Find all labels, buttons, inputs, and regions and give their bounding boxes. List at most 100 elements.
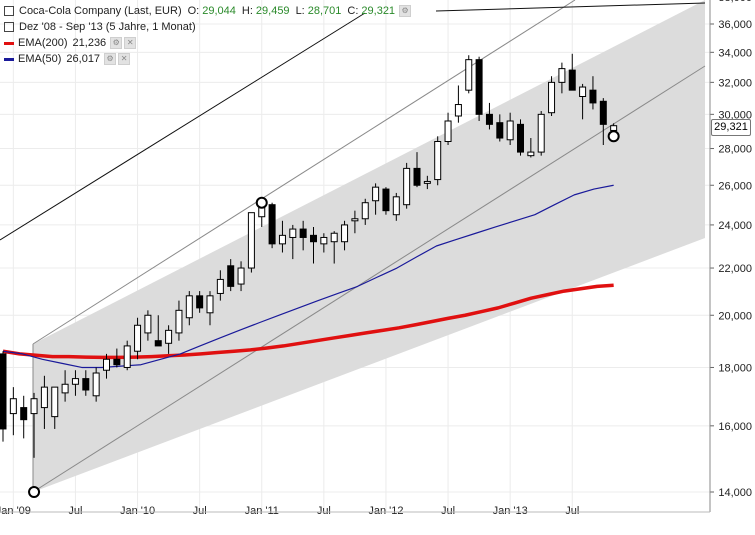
candle-body [579,86,587,98]
candle-body [144,314,152,334]
candle-body [175,309,183,334]
candle-body [403,167,411,206]
settings-icon[interactable]: ⚙ [110,37,123,49]
y-tick-label: 36,000 [718,19,752,31]
candle-body [372,186,380,202]
candle-body [330,232,338,243]
candle-body [227,265,235,287]
candle-body [216,278,224,294]
candle-body [423,180,431,184]
candle-body [51,386,59,418]
candle-body [434,141,442,181]
candles [0,53,618,458]
x-tick-label: Jan '11 [245,505,279,517]
low-value: 28,701 [307,5,342,17]
y-tick-label: 18,000 [718,362,752,374]
legend-ema200-row: EMA(200) 21,236 ⚙ ✕ [4,35,411,51]
ema200-swatch-icon [4,41,14,45]
high-value: 29,459 [255,5,290,17]
candle-body [165,329,173,344]
ema50-label: EMA(50) [18,53,62,65]
candle-body [61,383,69,394]
legend-title-row: Coca-Cola Company (Last, EUR) O: 29,044 … [4,3,412,19]
candle-body [454,104,462,117]
candle-body [496,122,504,139]
ema50-swatch-icon [4,57,14,61]
pivot-marker [255,196,268,209]
candle-body [599,100,607,125]
candle-body [0,353,7,430]
close-icon[interactable]: ✕ [118,53,131,65]
candle-body [278,234,286,245]
legend-title: Coca-Cola Company (Last, EUR) [19,5,182,17]
candle-body [299,228,307,238]
pivot-marker [607,130,620,143]
candle-body [92,372,100,397]
x-tick-label: Jan '13 [493,505,528,517]
y-tick-label: 38,000 [718,0,752,4]
x-tick-label: Jul [68,505,82,517]
close-icon[interactable]: ✕ [124,37,137,49]
candle-body [310,234,317,243]
candle-body [382,188,390,212]
candle-body [537,113,545,153]
legend-ema50-row: EMA(50) 26,017 ⚙ ✕ [4,51,411,67]
candle-body [465,59,473,91]
y-tick-label: 34,000 [718,47,752,59]
candle-body [527,151,535,157]
candle-body [548,81,556,114]
chart-legend: Coca-Cola Company (Last, EUR) O: 29,044 … [4,3,412,67]
high-label: H: [241,5,253,17]
close-label: C: [347,5,359,17]
candle-body [289,228,297,238]
y-tick-label: 24,000 [718,220,752,232]
candle-body [20,407,28,421]
settings-icon[interactable]: ⚙ [104,53,117,65]
open-value: 29,044 [202,5,236,17]
candle-body [206,295,214,314]
candle-body [154,340,162,347]
candle-body [123,345,131,368]
candle-body [185,295,193,319]
candle-body [196,295,204,309]
trendline-top [435,2,706,12]
channel-upper-line [32,0,576,345]
pivot-marker [28,486,41,498]
candle-body [40,386,48,409]
checkbox-icon[interactable] [4,6,14,16]
y-tick-label: 20,000 [718,310,752,322]
candle-body [9,398,17,415]
settings-icon[interactable]: ⚙ [399,5,412,17]
y-tick-label: 16,000 [718,421,752,433]
candle-body [268,204,276,245]
ema200-line [2,283,614,360]
y-tick-label: 22,000 [718,263,752,275]
candle-body [517,123,524,153]
y-tick-label: 26,000 [718,180,752,192]
close-value: 29,321 [361,5,396,17]
legend-period-row: Dez '08 - Sep '13 (5 Jahre, 1 Monat) [4,19,411,35]
candle-body [444,120,452,143]
candle-body [568,69,576,91]
trendline-upper [0,12,366,241]
candle-body [103,358,110,371]
y-tick-label: 32,000 [718,77,752,89]
ema200-line [2,283,614,360]
candle-body [71,378,79,385]
candle-body [475,59,483,115]
candle-body [341,224,349,243]
x-tick-label: Jul [441,505,455,517]
x-tick-label: Jul [193,505,207,517]
markers [28,130,620,498]
checkbox-icon[interactable] [4,22,14,32]
ema200-value: 21,236 [72,37,107,49]
x-tick-label: Jan '10 [120,505,155,517]
period-label: Dez '08 - Sep '13 (5 Jahre, 1 Monat) [19,21,196,33]
y-tick-label: 30,000 [718,109,752,121]
ema50-value: 26,017 [66,53,101,65]
candle-body [237,267,245,285]
x-tick-label: Jul [565,505,579,517]
ema200-label: EMA(200) [18,37,68,49]
candle-body [506,120,514,141]
